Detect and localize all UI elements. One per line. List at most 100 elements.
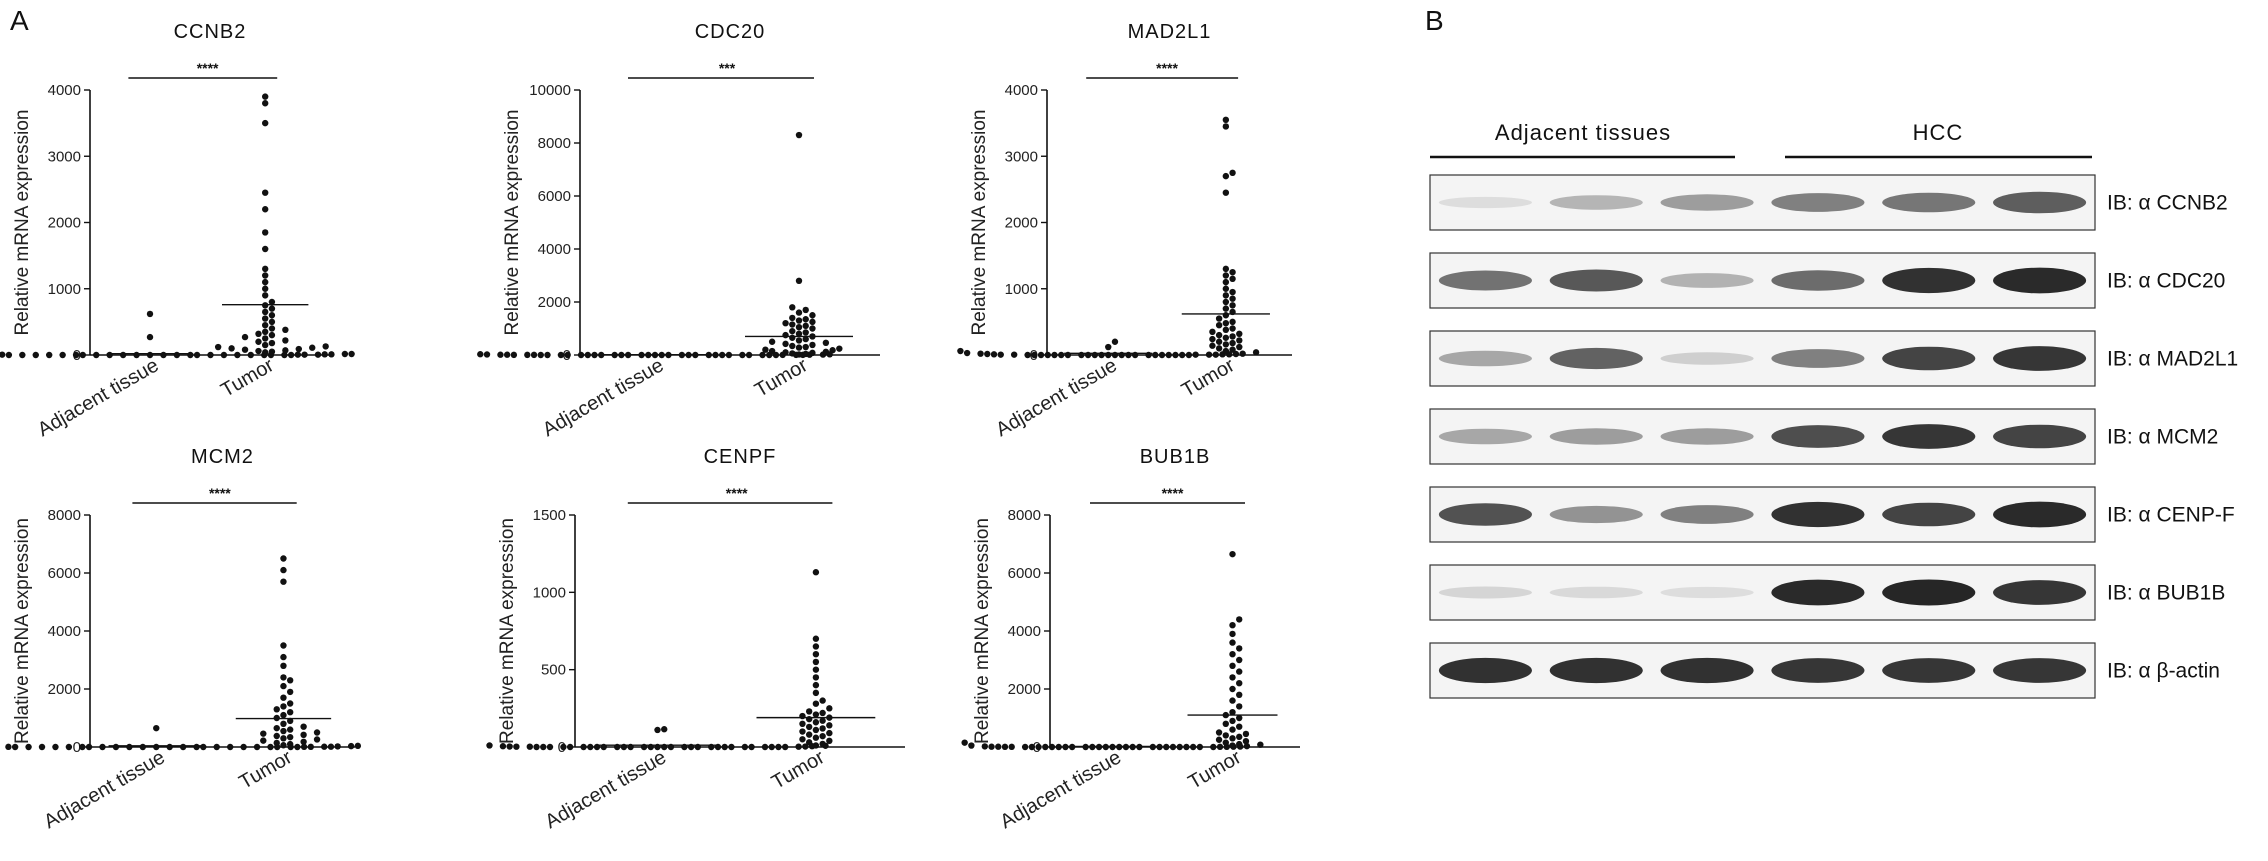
data-point — [748, 743, 755, 751]
data-point — [566, 743, 574, 751]
blot-band — [1438, 586, 1532, 599]
x-tick-label: Tumor — [217, 354, 278, 402]
data-point — [268, 331, 276, 339]
data-point — [262, 206, 269, 213]
data-point — [1229, 662, 1236, 669]
data-point — [268, 312, 276, 319]
blot-band — [1993, 580, 2087, 605]
data-point — [530, 351, 538, 359]
blot-band — [1660, 194, 1754, 211]
significance-label: **** — [197, 60, 219, 76]
data-point — [540, 743, 547, 751]
x-tick-label: Adjacent tissue — [34, 354, 162, 441]
y-axis-label: Relative mRNA expression — [502, 110, 523, 336]
data-point — [1222, 334, 1230, 341]
data-point — [280, 703, 287, 710]
data-point — [1229, 742, 1236, 749]
chart-title: CDC20 — [695, 21, 766, 43]
x-tick-label: Tumor — [768, 746, 829, 794]
data-point — [809, 318, 816, 326]
data-point — [262, 321, 269, 329]
data-point — [826, 737, 833, 745]
data-point — [334, 743, 341, 750]
data-point — [1172, 351, 1179, 359]
data-point — [1236, 680, 1243, 687]
data-point — [795, 323, 803, 331]
y-tick-label: 500 — [541, 662, 566, 679]
data-point — [799, 728, 806, 735]
data-point — [1044, 351, 1051, 359]
y-tick-label: 6000 — [48, 565, 81, 582]
blot-band — [1438, 657, 1532, 684]
data-point — [1236, 616, 1243, 623]
data-point — [262, 315, 269, 322]
data-point — [280, 566, 287, 574]
data-point — [166, 743, 173, 751]
data-point — [988, 743, 995, 750]
y-tick-label: 1000 — [1005, 281, 1038, 298]
chart-cdc20: CDC20***0200040006000800010000Relative m… — [477, 21, 880, 441]
blot-band — [1771, 501, 1865, 528]
blot-band — [1993, 346, 2087, 371]
data-point — [32, 351, 39, 359]
data-point — [782, 340, 789, 348]
data-point — [984, 350, 991, 358]
data-point — [957, 347, 964, 355]
data-point — [1010, 351, 1018, 358]
data-point — [193, 351, 201, 359]
data-point — [328, 351, 335, 358]
data-point — [805, 731, 813, 738]
data-point — [1209, 342, 1216, 349]
y-tick-label: 6000 — [538, 188, 571, 205]
data-point — [280, 735, 287, 742]
blot-band — [1660, 273, 1754, 288]
blot-band — [1438, 503, 1532, 526]
data-point — [1165, 351, 1172, 359]
y-tick-label: 8000 — [48, 507, 81, 524]
blot-band — [1882, 658, 1976, 683]
data-point — [995, 743, 1002, 750]
data-point — [294, 743, 301, 751]
scatter-charts: CCNB2 **** 0 1000 2000 3000 4000 Relative mRNA … — [0, 21, 1300, 833]
data-point — [247, 351, 254, 359]
data-point — [262, 335, 269, 342]
data-point — [1216, 743, 1224, 751]
data-point — [348, 350, 355, 358]
data-point — [805, 739, 813, 746]
data-point — [1055, 743, 1062, 751]
data-point — [977, 350, 984, 357]
data-point — [1229, 630, 1236, 638]
data-point — [802, 322, 809, 330]
data-point — [812, 651, 820, 658]
data-point — [1236, 740, 1243, 748]
data-point — [795, 309, 803, 316]
blot-label: IB: α β-actin — [2107, 660, 2220, 683]
blot-band — [1549, 586, 1643, 599]
y-tick-label: 4000 — [48, 623, 81, 640]
blot-band — [1993, 658, 2087, 683]
blot-label: IB: α CENP-F — [2107, 504, 2235, 527]
data-point — [25, 743, 32, 751]
data-point — [1215, 331, 1223, 339]
data-point — [1031, 351, 1038, 359]
data-point — [526, 743, 534, 750]
data-point — [812, 666, 820, 673]
data-point — [963, 349, 971, 357]
blot-band — [1993, 191, 2087, 214]
data-point — [1229, 735, 1236, 742]
data-point — [280, 694, 287, 701]
data-point — [822, 339, 830, 347]
data-point — [1042, 743, 1049, 751]
data-point — [761, 743, 769, 751]
significance-label: **** — [209, 485, 231, 501]
data-point — [268, 305, 276, 312]
data-point — [354, 742, 362, 750]
data-point — [280, 711, 287, 719]
group-label: HCC — [1913, 120, 1964, 145]
data-point — [819, 717, 826, 724]
data-point — [1229, 268, 1236, 276]
data-point — [1209, 328, 1216, 336]
data-point — [1178, 351, 1186, 359]
data-point — [295, 345, 302, 353]
data-point — [812, 569, 820, 576]
